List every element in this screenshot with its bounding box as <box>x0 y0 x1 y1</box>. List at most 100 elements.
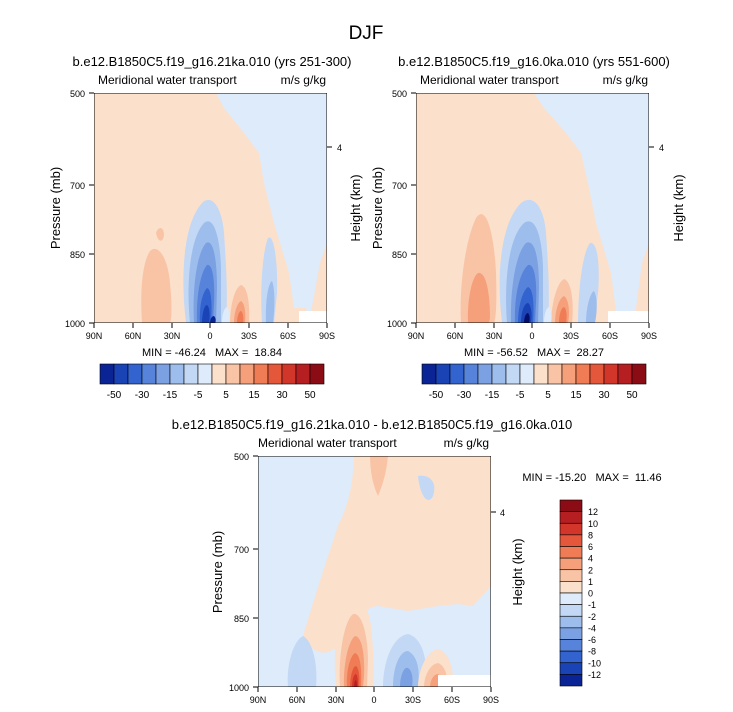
colorbar-cell <box>559 581 583 594</box>
colorbar-label: 6 <box>588 542 593 552</box>
colorbar-cell <box>559 511 583 524</box>
colorbar-cell <box>253 363 269 385</box>
x-tick-label: 60S <box>280 331 296 341</box>
colorbar-label: -30 <box>135 390 150 401</box>
colorbar-cell <box>559 615 583 629</box>
x-tick-label: 90S <box>641 331 657 341</box>
colorbar-cell <box>281 363 297 385</box>
right-tick-label: 4 <box>659 143 664 153</box>
panel-1-plot <box>94 93 327 323</box>
x-tick-label: 30S <box>563 331 579 341</box>
colorbar-label: 2 <box>588 565 593 575</box>
x-tick-label: 30N <box>328 695 345 705</box>
colorbar-cell <box>505 363 521 385</box>
colorbar-cell <box>477 363 493 385</box>
colorbar-cell <box>225 363 241 385</box>
colorbar-cell <box>559 546 583 559</box>
y-tick-label: 850 <box>234 614 249 624</box>
panel-1-ylabel: Pressure (mb) <box>48 167 63 249</box>
y-tick-label: 500 <box>392 89 407 99</box>
panel-3-left-title: Meridional water transport <box>258 436 397 450</box>
colorbar-label: -2 <box>588 612 596 622</box>
colorbar-label: -1 <box>588 600 596 610</box>
colorbar-cell <box>589 363 605 385</box>
colorbar-label: -12 <box>588 670 601 680</box>
x-tick-label: 60N <box>125 331 142 341</box>
panel-1-title: b.e12.B1850C5.f19_g16.21ka.010 (yrs 251-… <box>73 54 352 69</box>
x-tick-label: 60N <box>447 331 464 341</box>
panel-1-units: m/s g/kg <box>281 73 326 87</box>
colorbar-cell <box>183 363 199 385</box>
colorbar-cell <box>141 363 157 385</box>
colorbar-label: -15 <box>485 390 500 401</box>
panel-2-stats: MIN = -56.52 MAX = 28.27 <box>464 347 604 359</box>
colorbar-cell <box>267 363 283 385</box>
colorbar-label: -15 <box>163 390 178 401</box>
colorbar-label: -30 <box>457 390 472 401</box>
colorbar-cell <box>559 557 583 571</box>
colorbar-label: 5 <box>545 390 551 401</box>
colorbar-cell <box>559 674 583 687</box>
colorbar-label: -4 <box>588 623 596 633</box>
colorbar-label: 50 <box>304 390 316 401</box>
panel-1-ticks <box>89 92 332 328</box>
x-tick-label: 60S <box>602 331 618 341</box>
colorbar-label: 5 <box>223 390 229 401</box>
colorbar-cell <box>559 627 583 640</box>
x-tick-label: 90S <box>319 331 335 341</box>
colorbar-label: 30 <box>276 390 288 401</box>
colorbar-cell <box>559 650 583 664</box>
y-tick-label: 700 <box>234 545 249 555</box>
colorbar-cell <box>559 592 583 605</box>
panel-1: b.e12.B1850C5.f19_g16.21ka.010 (yrs 251-… <box>48 54 363 401</box>
panel-3-ticks <box>253 455 496 692</box>
x-tick-label: 90N <box>408 331 425 341</box>
colorbar-label: -8 <box>588 647 596 657</box>
colorbar-cell <box>547 363 563 385</box>
panel-2-ylabel-right: Height (km) <box>671 174 686 241</box>
colorbar-cell <box>631 363 647 385</box>
colorbar-label: 1 <box>588 577 593 587</box>
colorbar-label: 0 <box>588 589 593 599</box>
panel-3-stats: MIN = -15.20 MAX = 11.46 <box>522 472 661 484</box>
right-tick-label: 4 <box>337 143 342 153</box>
colorbar-cell <box>169 363 185 385</box>
panel-3-units: m/s g/kg <box>444 436 489 450</box>
colorbar-label: 8 <box>588 530 593 540</box>
panel-2-left-title: Meridional water transport <box>420 73 559 87</box>
colorbar-cell <box>559 499 583 512</box>
colorbar-cell <box>559 522 583 536</box>
colorbar-label: -50 <box>429 390 444 401</box>
colorbar-label: 12 <box>588 507 598 517</box>
right-tick-label: 4 <box>500 508 505 518</box>
panel-3-ylabel: Pressure (mb) <box>210 531 225 613</box>
panel-2-plot <box>416 93 649 323</box>
colorbar-label: -5 <box>516 390 525 401</box>
colorbar-cell <box>127 363 143 385</box>
colorbar-cell <box>197 363 213 385</box>
colorbar-cell <box>211 363 227 385</box>
colorbar-cell <box>239 363 255 385</box>
x-tick-label: 0 <box>207 331 212 341</box>
colorbar-cell <box>575 363 591 385</box>
colorbar-label: 10 <box>588 519 598 529</box>
x-tick-label: 30S <box>405 695 421 705</box>
panel-2-units: m/s g/kg <box>603 73 648 87</box>
x-tick-label: 60S <box>444 695 460 705</box>
colorbar-cell <box>463 363 479 385</box>
colorbar-label: 30 <box>598 390 610 401</box>
panel-2-ylabel: Pressure (mb) <box>370 167 385 249</box>
colorbar-cell <box>617 363 633 385</box>
colorbar-label: -10 <box>588 658 601 668</box>
colorbar-cell <box>603 363 619 385</box>
panel-1-colorbar: -50 -30 -15 -5 5 15 30 50 <box>99 363 325 401</box>
panel-1-left-title: Meridional water transport <box>98 73 237 87</box>
colorbar-cell <box>421 363 437 385</box>
colorbar-cell <box>533 363 549 385</box>
panel-2-title: b.e12.B1850C5.f19_g16.0ka.010 (yrs 551-6… <box>398 54 670 69</box>
y-tick-label: 1000 <box>229 683 249 693</box>
colorbar-cell <box>491 363 507 385</box>
colorbar-cell <box>519 363 535 385</box>
